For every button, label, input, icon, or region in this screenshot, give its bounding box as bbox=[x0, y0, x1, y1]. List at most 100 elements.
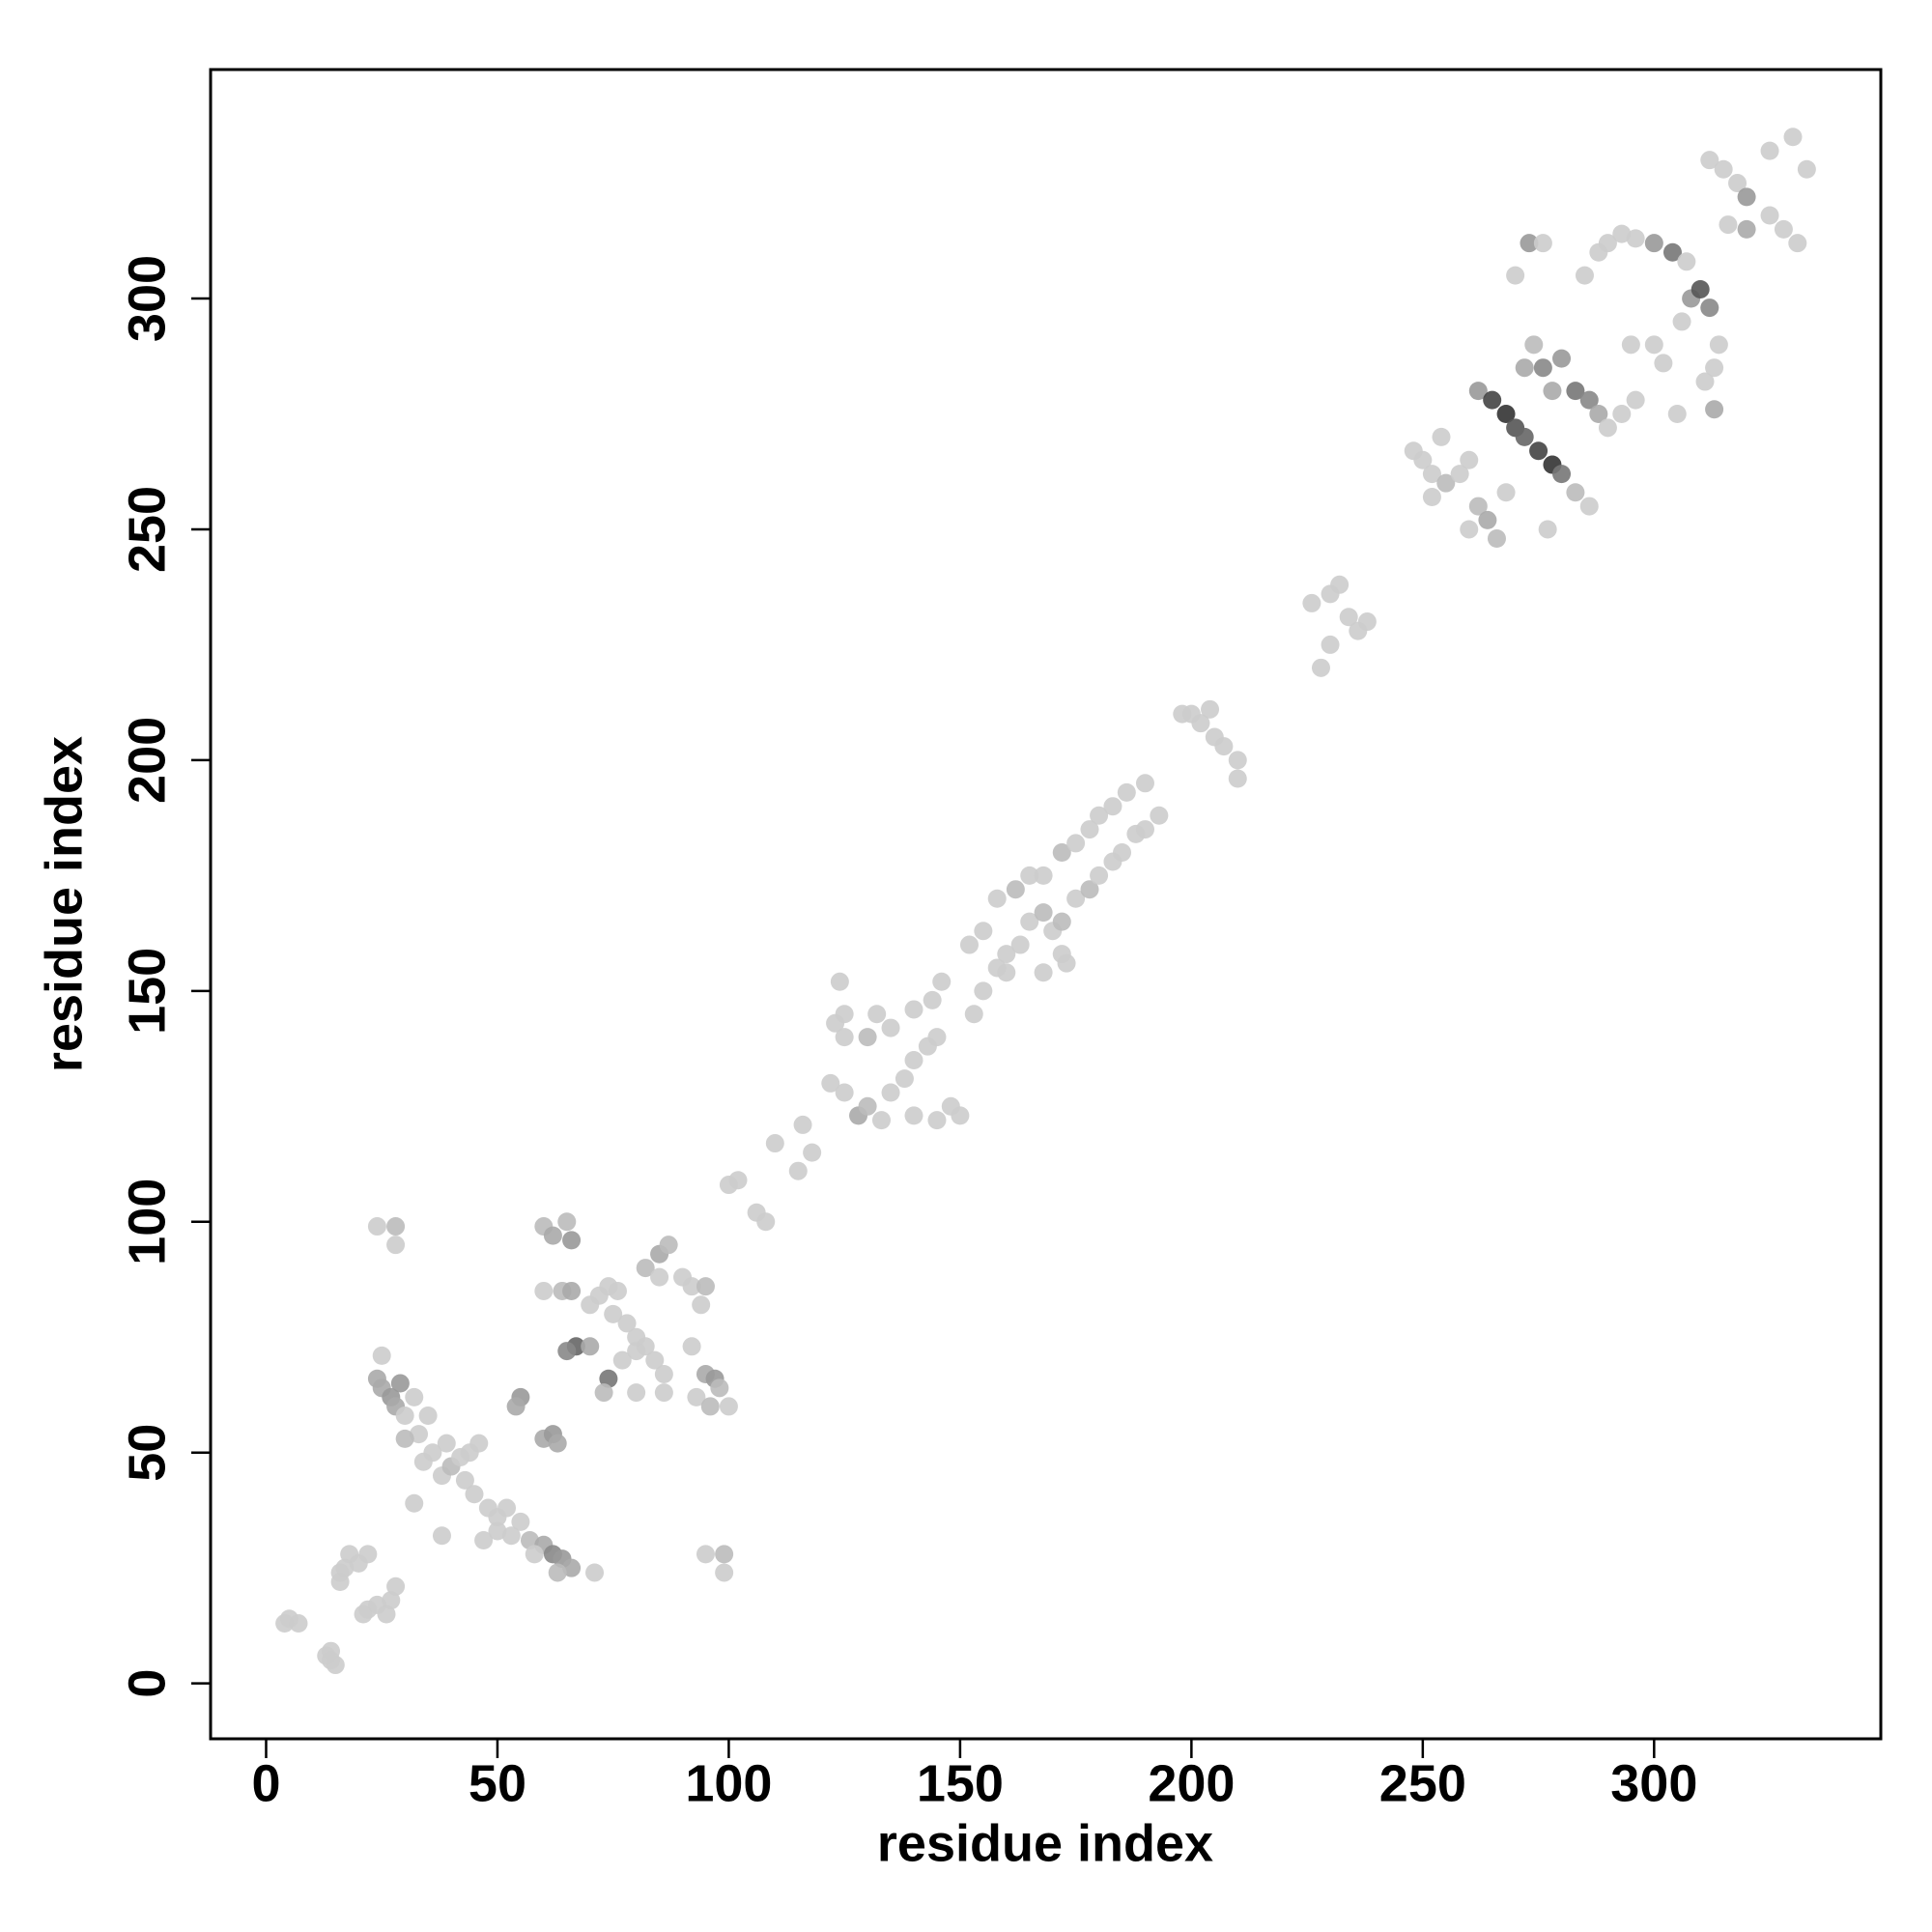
point bbox=[469, 1434, 489, 1453]
point bbox=[557, 1212, 577, 1232]
point bbox=[1478, 510, 1497, 529]
point bbox=[964, 1005, 983, 1024]
point bbox=[289, 1614, 308, 1634]
point bbox=[382, 1591, 401, 1610]
point bbox=[1052, 912, 1071, 931]
point bbox=[997, 945, 1016, 964]
point bbox=[386, 1577, 406, 1596]
point bbox=[562, 1281, 582, 1300]
point bbox=[1034, 903, 1053, 923]
point bbox=[432, 1526, 451, 1546]
point bbox=[1626, 390, 1645, 410]
y-axis-title: residue index bbox=[35, 736, 93, 1072]
point bbox=[1150, 806, 1169, 825]
point bbox=[275, 1614, 295, 1634]
point bbox=[390, 1374, 410, 1393]
point bbox=[525, 1545, 544, 1564]
point bbox=[1066, 834, 1086, 853]
point bbox=[1034, 866, 1053, 885]
point bbox=[1191, 714, 1210, 733]
point bbox=[1422, 465, 1441, 484]
point bbox=[1339, 608, 1358, 627]
point bbox=[932, 972, 952, 991]
point bbox=[358, 1545, 378, 1564]
point bbox=[1034, 963, 1053, 982]
point bbox=[728, 1171, 748, 1190]
point bbox=[1460, 450, 1479, 469]
point bbox=[1010, 935, 1030, 954]
x-tick-label: 300 bbox=[1610, 1754, 1697, 1812]
point bbox=[585, 1563, 605, 1582]
point bbox=[1538, 520, 1557, 539]
y-tick-label: 100 bbox=[118, 1179, 176, 1265]
point bbox=[413, 1452, 433, 1471]
point bbox=[1728, 174, 1747, 193]
point bbox=[1483, 390, 1502, 410]
point bbox=[756, 1212, 776, 1232]
point bbox=[830, 972, 849, 991]
point bbox=[1667, 404, 1687, 423]
point bbox=[997, 963, 1016, 982]
point bbox=[612, 1350, 632, 1370]
point bbox=[927, 1111, 947, 1130]
point bbox=[1135, 820, 1154, 839]
point bbox=[1057, 953, 1076, 973]
x-tick-label: 150 bbox=[917, 1754, 1004, 1812]
point bbox=[650, 1267, 669, 1287]
point bbox=[617, 1314, 637, 1333]
point bbox=[1783, 128, 1803, 147]
point bbox=[1774, 219, 1793, 239]
point bbox=[386, 1217, 406, 1236]
point bbox=[636, 1259, 655, 1278]
point bbox=[1797, 159, 1816, 179]
y-tick-label: 250 bbox=[118, 486, 176, 573]
point bbox=[1700, 151, 1719, 170]
point bbox=[557, 1342, 577, 1361]
point bbox=[497, 1498, 517, 1518]
point bbox=[1052, 842, 1071, 862]
point bbox=[1760, 206, 1779, 225]
point bbox=[1690, 279, 1710, 298]
point bbox=[1662, 242, 1682, 262]
point bbox=[548, 1434, 567, 1453]
point bbox=[1080, 820, 1099, 839]
point bbox=[1529, 441, 1548, 461]
point bbox=[1626, 229, 1645, 248]
point bbox=[1066, 889, 1086, 908]
point bbox=[858, 1096, 877, 1116]
point bbox=[715, 1563, 734, 1582]
point bbox=[659, 1236, 678, 1255]
point bbox=[1644, 335, 1663, 355]
point bbox=[465, 1485, 484, 1504]
point bbox=[1552, 465, 1572, 484]
point bbox=[367, 1217, 386, 1236]
point bbox=[1228, 751, 1247, 770]
point bbox=[520, 1531, 539, 1550]
point bbox=[1173, 704, 1192, 724]
point bbox=[548, 1563, 567, 1582]
point bbox=[1214, 737, 1234, 756]
point bbox=[1644, 234, 1663, 253]
point bbox=[1450, 465, 1469, 484]
point bbox=[696, 1277, 715, 1296]
point bbox=[1006, 880, 1025, 899]
point bbox=[1598, 234, 1617, 253]
point bbox=[1496, 483, 1516, 502]
point bbox=[645, 1350, 665, 1370]
point bbox=[867, 1005, 887, 1024]
point bbox=[1404, 441, 1423, 461]
point bbox=[1760, 141, 1779, 160]
point bbox=[1543, 382, 1562, 401]
point bbox=[1321, 635, 1340, 654]
point bbox=[1117, 782, 1136, 802]
point bbox=[682, 1277, 701, 1296]
point bbox=[682, 1337, 701, 1356]
point bbox=[358, 1600, 378, 1619]
point bbox=[511, 1512, 530, 1531]
point bbox=[1090, 866, 1109, 885]
point bbox=[405, 1387, 424, 1406]
point bbox=[1090, 806, 1109, 825]
point bbox=[687, 1387, 706, 1406]
point bbox=[1737, 187, 1756, 207]
